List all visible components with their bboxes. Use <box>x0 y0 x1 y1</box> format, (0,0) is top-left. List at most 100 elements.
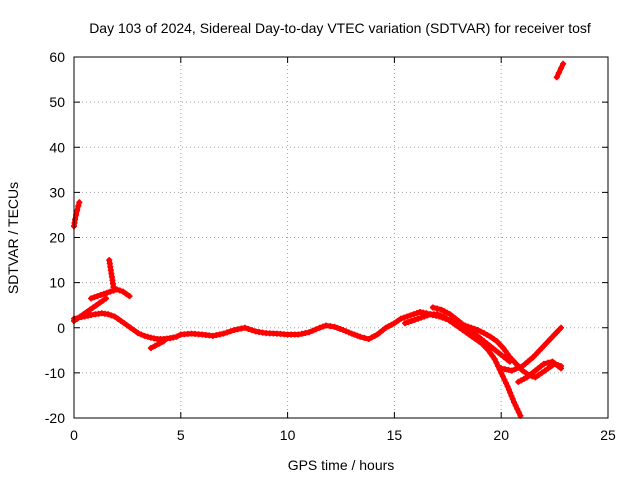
data-point <box>456 324 463 331</box>
data-point <box>113 286 120 293</box>
data-point <box>88 312 95 319</box>
data-point <box>88 295 95 302</box>
data-point <box>443 315 450 322</box>
data-point <box>144 333 151 340</box>
y-tick-label: 60 <box>49 49 65 65</box>
data-point <box>560 60 567 67</box>
data-point <box>558 324 565 331</box>
data-point <box>434 311 441 318</box>
data-point <box>402 320 409 327</box>
data-point <box>405 319 412 326</box>
data-point <box>535 372 542 379</box>
data-point <box>173 333 180 340</box>
data-point <box>127 324 134 331</box>
data-point <box>501 376 508 383</box>
data-point <box>80 311 87 318</box>
data-point <box>450 320 457 327</box>
data-point <box>512 402 519 409</box>
data-point <box>459 327 466 334</box>
data-point <box>437 312 444 319</box>
series-trace <box>148 338 167 351</box>
data-point <box>220 330 227 337</box>
grid-lines <box>74 57 608 418</box>
y-tick-label: 40 <box>49 139 65 155</box>
data-point <box>502 348 509 355</box>
data-point <box>541 367 548 374</box>
data-point <box>313 326 320 333</box>
y-tick-label: 50 <box>49 94 65 110</box>
data-point <box>87 306 94 313</box>
y-tick-label: 30 <box>49 184 65 200</box>
data-point <box>351 331 358 338</box>
data-point <box>512 366 519 373</box>
data-point <box>107 288 114 295</box>
data-point <box>477 328 484 335</box>
y-axis-label: SDTVAR / TECUs <box>5 182 21 294</box>
data-point <box>394 317 401 324</box>
data-point <box>74 315 81 322</box>
data-point <box>104 289 111 296</box>
data-point <box>319 323 326 330</box>
data-point <box>74 207 81 214</box>
data-point <box>348 330 355 337</box>
data-point <box>94 293 101 300</box>
data-point <box>407 312 414 319</box>
series-trace <box>554 61 566 80</box>
data-point <box>484 331 491 338</box>
data-point <box>116 287 123 294</box>
data-point <box>532 374 539 381</box>
data-point <box>126 293 133 300</box>
data-point <box>408 317 415 324</box>
data-point <box>516 364 522 371</box>
data-point <box>117 317 124 324</box>
y-tick-label: 0 <box>57 320 65 336</box>
data-point <box>429 304 436 311</box>
data-point <box>135 330 142 337</box>
data-point <box>83 308 90 315</box>
data-point <box>316 324 323 331</box>
data-point <box>331 323 338 330</box>
axis-ticks: 0 5 10 15 20 25 -20 -10 0 10 20 30 40 50 60 <box>45 49 616 443</box>
data-point <box>411 316 418 323</box>
y-tick-label: 10 <box>49 275 65 291</box>
y-tick-label: -20 <box>45 410 65 426</box>
data-point <box>96 299 103 306</box>
data-point <box>504 383 511 390</box>
y-tick-label: 20 <box>49 230 65 246</box>
data-point <box>397 315 404 322</box>
data-point <box>545 359 552 366</box>
data-point <box>558 365 565 372</box>
data-point <box>410 311 417 318</box>
y-tick-label: -10 <box>45 365 65 381</box>
x-tick-label: 10 <box>280 427 296 443</box>
data-point <box>508 392 515 399</box>
data-point <box>121 320 128 327</box>
data-point <box>141 332 148 339</box>
x-tick-label: 0 <box>70 427 78 443</box>
data-point <box>506 358 513 365</box>
x-tick-label: 15 <box>387 427 403 443</box>
data-point <box>487 333 494 340</box>
data-point <box>91 294 98 301</box>
data-point <box>545 365 552 372</box>
data-point <box>124 322 131 329</box>
x-axis-label: GPS time / hours <box>288 457 395 473</box>
data-point <box>508 367 515 374</box>
data-point <box>100 290 107 297</box>
data-point <box>77 313 84 320</box>
data-point <box>99 297 106 304</box>
x-tick-label: 25 <box>600 427 616 443</box>
data-point <box>337 325 344 332</box>
data-point <box>489 353 496 360</box>
data-point <box>138 331 145 338</box>
data-point <box>514 405 521 412</box>
x-tick-label: 20 <box>493 427 509 443</box>
data-point <box>481 330 488 337</box>
data-point <box>75 202 82 209</box>
data-point <box>522 369 529 376</box>
data-point <box>440 313 447 320</box>
data-point <box>434 305 441 312</box>
x-tick-label: 5 <box>177 427 185 443</box>
data-point <box>421 313 428 320</box>
data-point <box>120 288 127 295</box>
